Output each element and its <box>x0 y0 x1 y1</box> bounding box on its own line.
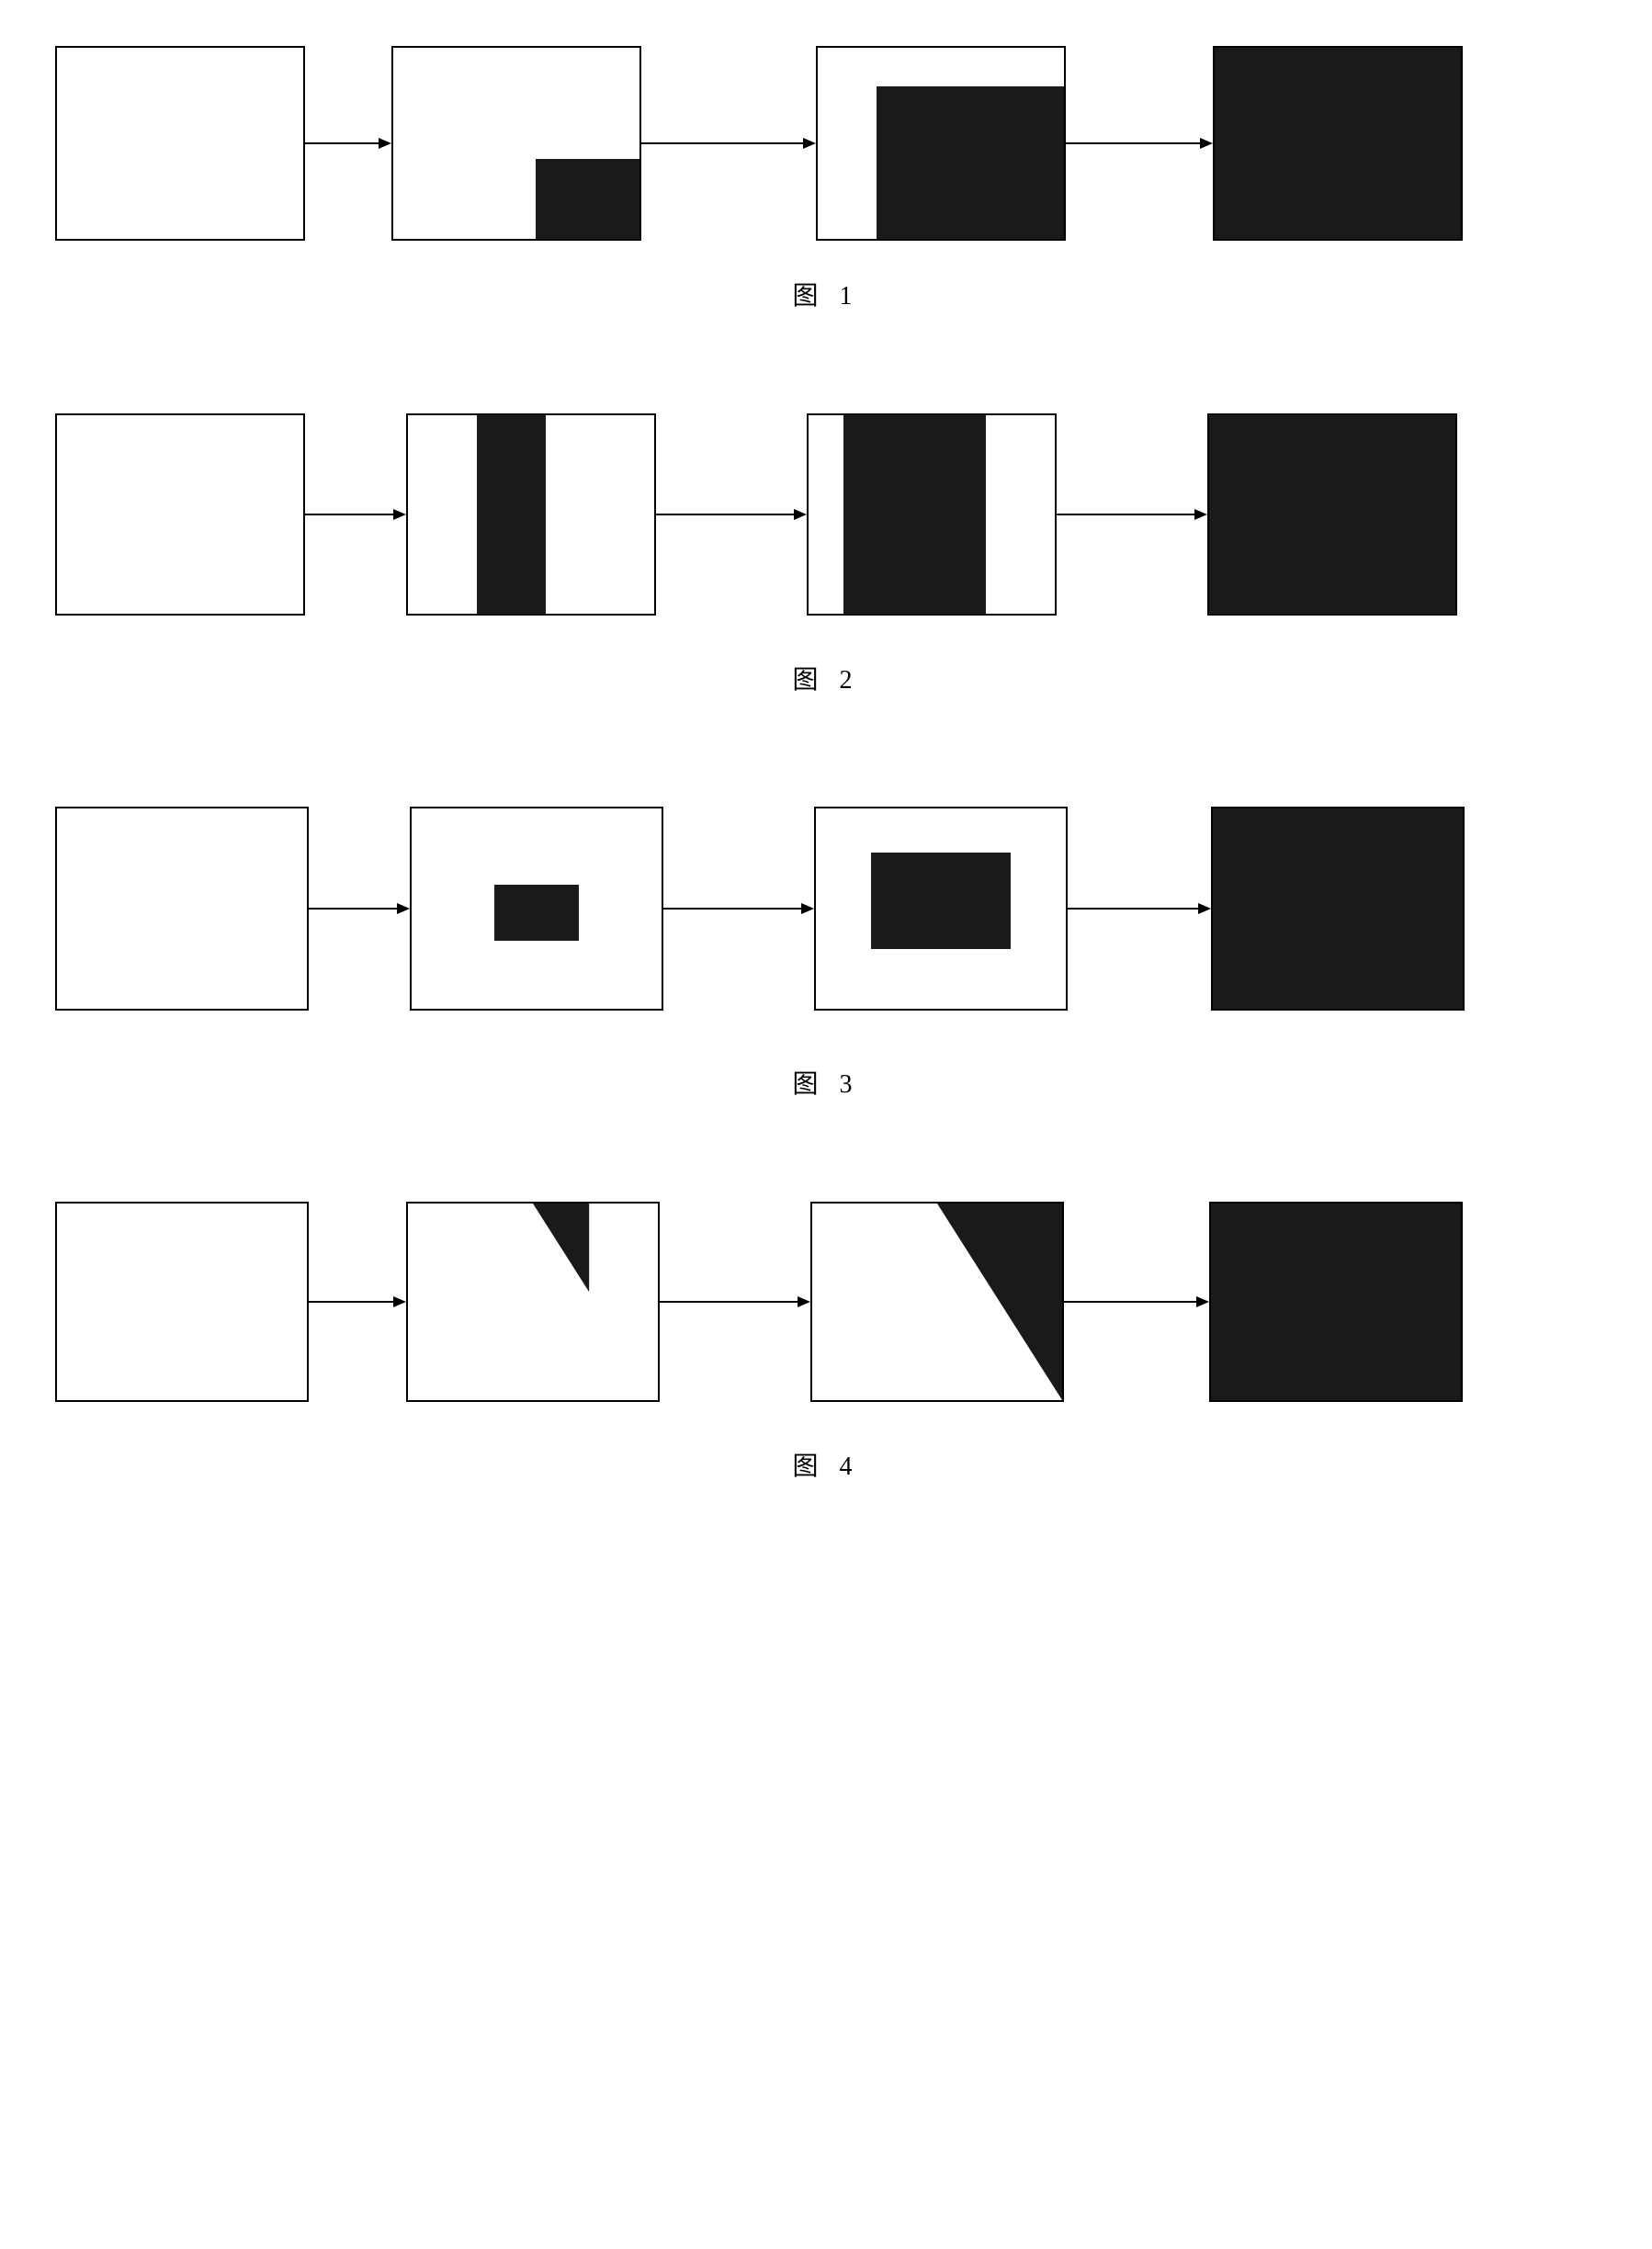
figure-caption: 图 4 <box>792 1446 859 1483</box>
arrow-head <box>798 1296 810 1307</box>
frame-box <box>55 46 305 241</box>
figure-group: 图 4 <box>55 1202 1597 1483</box>
arrow-line <box>1066 142 1200 144</box>
figure-row <box>55 1202 1597 1402</box>
arrow <box>641 138 816 149</box>
arrow <box>1057 509 1207 520</box>
frame-box <box>410 807 663 1011</box>
frame-box <box>1211 807 1465 1011</box>
figure-row <box>55 46 1597 241</box>
arrow <box>1066 138 1213 149</box>
arrow-head <box>1198 903 1211 914</box>
arrow-head <box>1200 138 1213 149</box>
arrow <box>309 1296 406 1307</box>
figure-caption: 图 3 <box>792 1064 859 1101</box>
arrow <box>1064 1296 1209 1307</box>
arrow <box>309 903 410 914</box>
frame-box <box>406 1202 660 1402</box>
arrow-head <box>397 903 410 914</box>
frame-box <box>55 807 309 1011</box>
fill-rect <box>877 86 1064 239</box>
frame-box <box>1213 46 1463 241</box>
frame-box <box>391 46 641 241</box>
fill-rect <box>536 159 639 239</box>
frame-box <box>816 46 1066 241</box>
arrow-line <box>1057 514 1194 515</box>
arrow <box>1068 903 1211 914</box>
fill-rect <box>843 415 986 614</box>
figure-group: 图 3 <box>55 807 1597 1101</box>
arrow-line <box>656 514 794 515</box>
frame-box <box>814 807 1068 1011</box>
arrow-head <box>803 138 816 149</box>
fill-rect-center <box>494 885 579 941</box>
fill-full <box>1215 48 1461 239</box>
figure-row <box>55 807 1597 1011</box>
arrow-head <box>801 903 814 914</box>
frame-box <box>1209 1202 1463 1402</box>
frame-box <box>55 1202 309 1402</box>
arrow-line <box>641 142 803 144</box>
arrow <box>663 903 814 914</box>
figure-group: 图 1 <box>55 46 1597 312</box>
arrow-line <box>305 514 393 515</box>
arrow-head <box>1194 509 1207 520</box>
figure-caption: 图 1 <box>792 276 859 312</box>
figure-caption: 图 2 <box>792 660 859 696</box>
arrow <box>656 509 807 520</box>
frame-box <box>807 413 1057 616</box>
arrow-line <box>309 1301 393 1303</box>
frame-box <box>810 1202 1064 1402</box>
arrow-line <box>1064 1301 1196 1303</box>
frame-box <box>55 413 305 616</box>
arrow-head <box>379 138 391 149</box>
diagram-root: 图 1 图 2 图 3 图 4 <box>55 46 1597 1483</box>
fill-full <box>1211 1204 1461 1400</box>
arrow-head <box>393 1296 406 1307</box>
arrow-line <box>305 142 379 144</box>
fill-full <box>1209 415 1455 614</box>
figure-row <box>55 413 1597 616</box>
figure-group: 图 2 <box>55 413 1597 696</box>
arrow-head <box>393 509 406 520</box>
fill-rect-center <box>871 853 1011 949</box>
fill-triangle <box>408 1204 658 1400</box>
arrow-line <box>663 908 801 910</box>
arrow-line <box>309 908 397 910</box>
arrow-head <box>1196 1296 1209 1307</box>
fill-full <box>1213 808 1463 1009</box>
fill-triangle <box>812 1204 1062 1400</box>
fill-rect <box>477 415 546 614</box>
arrow <box>660 1296 810 1307</box>
arrow <box>305 509 406 520</box>
frame-box <box>406 413 656 616</box>
arrow-head <box>794 509 807 520</box>
frame-box <box>1207 413 1457 616</box>
arrow-line <box>660 1301 798 1303</box>
arrow <box>305 138 391 149</box>
arrow-line <box>1068 908 1198 910</box>
